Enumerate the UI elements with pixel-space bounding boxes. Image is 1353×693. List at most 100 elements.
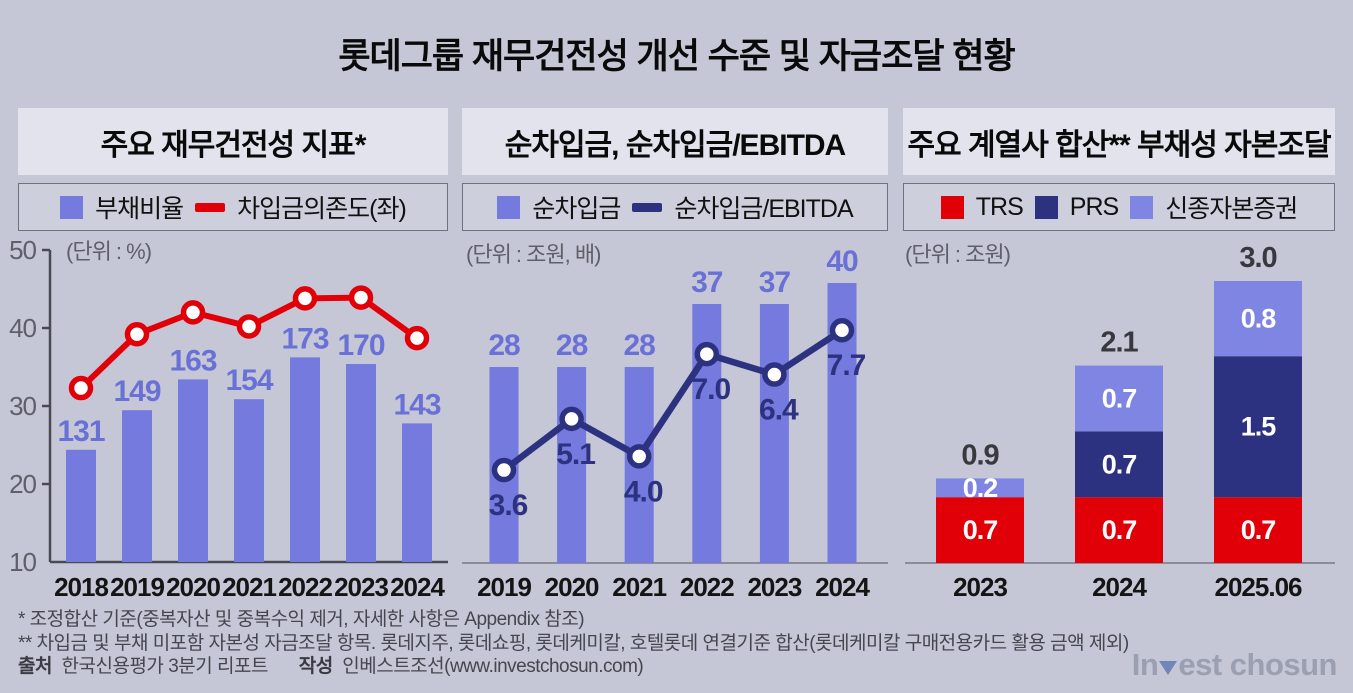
x-tick-label: 2021 xyxy=(612,572,666,602)
invest-chosun-logo: In est chosun xyxy=(1131,647,1338,683)
line-marker xyxy=(762,362,787,387)
stack-segment-PRS xyxy=(1075,431,1163,498)
trs-swatch-icon xyxy=(940,195,964,219)
x-tick-label: 2019 xyxy=(477,572,531,602)
x-tick-label: 2018 xyxy=(54,572,108,602)
bar-value-label: 28 xyxy=(556,329,588,362)
y-tick-label: 10 xyxy=(9,547,36,577)
x-tick-label: 2025.06 xyxy=(1215,572,1303,602)
net-debt-ebitda-line-icon xyxy=(632,202,663,212)
line-marker xyxy=(236,314,262,339)
logo-prefix: In xyxy=(1131,647,1159,682)
segment-value-label: 0.7 xyxy=(1241,515,1276,545)
source-line: 출처 한국신용평가 3분기 리포트 작성 인베스트조선(www.investch… xyxy=(18,655,1129,679)
total-value-label: 0.9 xyxy=(961,439,999,471)
line-value-label: 6.4 xyxy=(759,394,799,427)
legend-debt-capital: TRS PRS 신종자본증권 xyxy=(903,183,1335,231)
line-value-label: 5.1 xyxy=(556,438,595,471)
author-label: 작성 xyxy=(298,656,333,677)
legend-label-prs: PRS xyxy=(1069,192,1119,221)
total-value-label: 3.0 xyxy=(1239,242,1276,274)
bar-value-label: 170 xyxy=(337,329,384,362)
legend-label-net-debt: 순차입금 xyxy=(532,195,621,223)
unit-label: (단위 : %) xyxy=(66,239,151,264)
y-tick-label: 50 xyxy=(9,235,36,265)
legend-label-debt-ratio: 부채비율 xyxy=(95,195,184,223)
legend-net-debt: 순차입금 순차입금/EBITDA xyxy=(462,183,888,231)
source-label: 출처 xyxy=(18,656,52,677)
line-value-label: 7.0 xyxy=(691,373,730,406)
x-tick-label: 2020 xyxy=(166,572,220,602)
total-value-label: 2.1 xyxy=(1100,327,1138,359)
x-tick-label: 2022 xyxy=(278,572,332,602)
legend-label-borrowing-dependency: 차입금의존도(좌) xyxy=(237,195,407,223)
line-marker xyxy=(491,457,517,483)
line-value-label: 4.0 xyxy=(624,475,663,508)
bar-net-debt xyxy=(557,367,587,563)
y-tick-label: 40 xyxy=(9,313,36,343)
unit-label: (단위 : 조원, 배) xyxy=(466,242,600,267)
line-marker xyxy=(124,321,150,347)
line-marker xyxy=(559,406,584,432)
x-tick-label: 2023 xyxy=(953,572,1007,602)
debt-ratio-swatch-icon xyxy=(60,195,84,219)
legend-label-net-debt-ebitda: 순차입금/EBITDA xyxy=(674,195,853,223)
footnotes: * 조정합산 기준(중복자산 및 중복수익 제거, 자세한 사항은 Append… xyxy=(18,608,1129,679)
bar-debt-ratio xyxy=(122,410,152,562)
prs-swatch-icon xyxy=(1034,195,1058,219)
chart-financial-indicators: 10 20 30 40 50 (단위 : %) 131 2018 149 2019 163 2020 1… xyxy=(9,235,448,602)
bar-value-label: 173 xyxy=(281,322,328,355)
line-marker xyxy=(694,341,720,367)
x-tick-label: 2023 xyxy=(334,572,388,602)
bar-value-label: 131 xyxy=(57,415,104,448)
bar-value-label: 28 xyxy=(624,329,656,362)
bar-debt-ratio xyxy=(234,399,264,562)
stack-segment-TRS xyxy=(1075,497,1163,563)
panel-header-debt-capital: 주요 계열사 합산** 부채성 자본조달 xyxy=(903,108,1335,175)
bar-value-label: 163 xyxy=(169,344,216,377)
line-marker xyxy=(292,286,318,311)
borrowing-dependency-line-icon xyxy=(195,202,226,212)
page-title: 롯데그룹 재무건전성 개선 수준 및 자금조달 현황 xyxy=(338,37,1015,76)
legend-financial-indicators: 부채비율 차입금의존도(좌) xyxy=(18,183,448,231)
segment-value-label: 0.8 xyxy=(1241,304,1277,334)
panel-header-financial-indicators: 주요 재무건전성 지표* xyxy=(18,108,448,175)
bar-debt-ratio xyxy=(66,449,96,562)
bar-debt-ratio xyxy=(346,364,376,562)
line-marker xyxy=(68,375,94,401)
unit-label: (단위 : 조원) xyxy=(905,242,1010,267)
net-debt-swatch-icon xyxy=(497,195,521,219)
segment-value-label: 0.7 xyxy=(1102,449,1137,479)
chart-net-debt: (단위 : 조원, 배) 28 2019 28 2020 28 2021 37 2022 37 20… xyxy=(462,242,888,602)
bar-value-label: 37 xyxy=(691,266,723,299)
bar-value-label: 149 xyxy=(113,375,160,408)
x-tick-label: 2024 xyxy=(815,572,870,602)
legend-label-trs: TRS xyxy=(975,192,1024,221)
bar-value-label: 154 xyxy=(225,364,273,397)
x-tick-label: 2020 xyxy=(545,572,599,602)
line-marker xyxy=(180,300,206,325)
stack-segment-TRS xyxy=(936,497,1024,563)
stack-segment-신종자본증권 xyxy=(1075,365,1163,432)
stack-segment-신종자본증권 xyxy=(1214,281,1302,357)
segment-value-label: 0.7 xyxy=(963,515,998,545)
chart-debt-capital: (단위 : 조원) 0.7 0.20.9 2023 0.7 0.7 0.7 2.1 2024 0.… xyxy=(905,242,1335,602)
bar-value-label: 40 xyxy=(826,245,858,278)
y-tick-label: 20 xyxy=(9,469,36,499)
x-tick-label: 2024 xyxy=(390,572,445,602)
bar-debt-ratio xyxy=(290,357,320,562)
stack-segment-PRS xyxy=(1214,356,1302,498)
source-text: 한국신용평가 3분기 리포트 xyxy=(61,656,269,677)
legend-label-hybrid-securities: 신종자본증권 xyxy=(1165,195,1298,223)
author-text: 인베스트조선(www.investchosun.com) xyxy=(342,656,644,677)
stack-segment-TRS xyxy=(1214,497,1302,563)
line-marker xyxy=(626,444,652,469)
line-marker xyxy=(829,317,855,343)
logo-v-triangle-icon xyxy=(1159,661,1178,675)
stack-segment-신종자본증권 xyxy=(936,478,1024,498)
panel-header-net-debt: 순차입금, 순차입금/EBITDA xyxy=(462,108,888,175)
bar-value-label: 143 xyxy=(393,388,440,421)
hybrid-securities-swatch-icon xyxy=(1130,195,1154,219)
bar-debt-ratio xyxy=(178,379,208,562)
